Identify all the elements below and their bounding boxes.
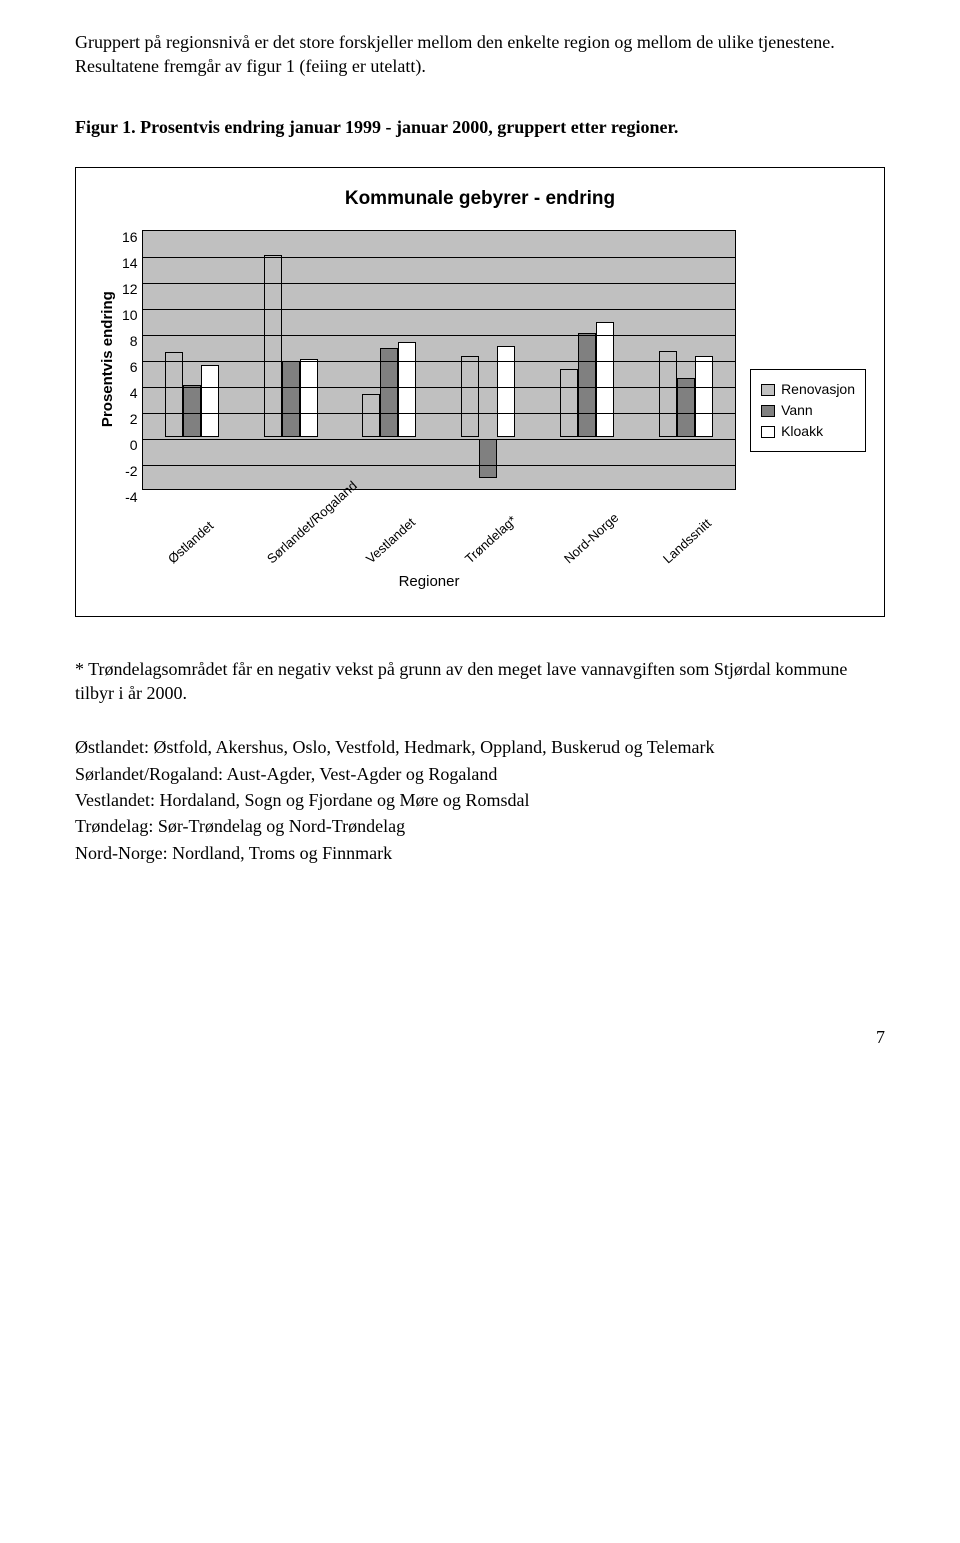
page-number: 7 (75, 1025, 885, 1049)
y-tick-labels: 1614121086420-2-4 (122, 230, 142, 490)
bar (497, 346, 515, 437)
legend-swatch (761, 384, 775, 396)
bar-group (143, 231, 242, 489)
x-axis-label: Regioner (122, 572, 736, 592)
bar (596, 322, 614, 436)
bar-group (241, 231, 340, 489)
bar (282, 361, 300, 436)
x-tick: Vestlandet (340, 490, 439, 568)
bar (479, 439, 497, 478)
x-tick: Landssnitt (637, 490, 736, 568)
bar (398, 342, 416, 437)
bar (461, 356, 479, 437)
bar-group (538, 231, 637, 489)
definition-line: Trøndelag: Sør-Trøndelag og Nord-Trøndel… (75, 814, 885, 838)
legend-swatch (761, 405, 775, 417)
legend-item: Vann (761, 401, 855, 420)
region-definitions: Østlandet: Østfold, Akershus, Oslo, Vest… (75, 735, 885, 864)
bar (560, 369, 578, 437)
legend-swatch (761, 426, 775, 438)
bar (201, 365, 219, 437)
bar (165, 352, 183, 437)
definition-line: Vestlandet: Hordaland, Sogn og Fjordane … (75, 788, 885, 812)
chart-container: Kommunale gebyrer - endring Prosentvis e… (75, 167, 885, 617)
chart-title: Kommunale gebyrer - endring (94, 186, 866, 212)
bar (183, 385, 201, 437)
x-tick-labels: ØstlandetSørlandet/RogalandVestlandetTrø… (142, 490, 736, 568)
x-tick: Sørlandet/Rogaland (241, 490, 340, 568)
legend-label: Renovasjon (781, 380, 855, 399)
bar (362, 394, 380, 437)
legend-item: Renovasjon (761, 380, 855, 399)
figure-caption: Figur 1. Prosentvis endring januar 1999 … (75, 115, 885, 139)
y-axis-label: Prosentvis endring (98, 292, 118, 428)
bar-group (340, 231, 439, 489)
intro-paragraph: Gruppert på regionsnivå er det store for… (75, 30, 885, 79)
bar-group (636, 231, 735, 489)
bar (659, 351, 677, 437)
chart-footnote: * Trøndelagsområdet får en negativ vekst… (75, 657, 885, 706)
legend-label: Kloakk (781, 422, 823, 441)
x-tick: Trøndelag* (439, 490, 538, 568)
bar (695, 356, 713, 437)
bar (300, 359, 318, 437)
x-tick: Østlandet (142, 490, 241, 568)
legend-item: Kloakk (761, 422, 855, 441)
legend: Renovasjon Vann Kloakk (750, 369, 866, 452)
definition-line: Sørlandet/Rogaland: Aust-Agder, Vest-Agd… (75, 762, 885, 786)
definition-line: Østlandet: Østfold, Akershus, Oslo, Vest… (75, 735, 885, 759)
y-axis-label-wrap: Prosentvis endring (94, 230, 122, 490)
definition-line: Nord-Norge: Nordland, Troms og Finnmark (75, 841, 885, 865)
plot-column: 1614121086420-2-4 ØstlandetSørlandet/Rog… (122, 230, 736, 592)
bar-group (439, 231, 538, 489)
bar (578, 333, 596, 437)
x-tick: Nord-Norge (538, 490, 637, 568)
legend-label: Vann (781, 401, 813, 420)
plot-area (142, 230, 736, 490)
